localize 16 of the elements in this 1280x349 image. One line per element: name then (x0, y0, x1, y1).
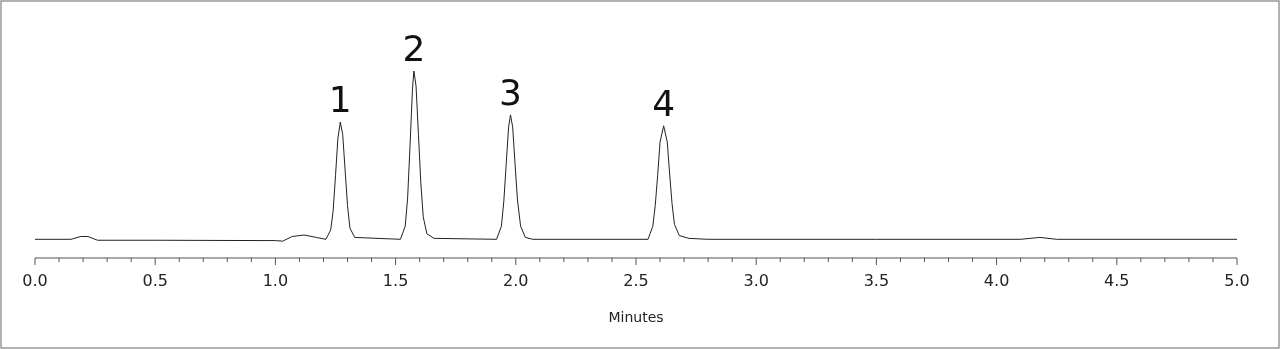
x-tick-label: 2.5 (623, 271, 649, 290)
annotation: 2 (402, 28, 426, 69)
x-tick-label: 0.5 (142, 271, 168, 290)
x-tick-label: 4.0 (983, 271, 1010, 290)
x-tick-label: 3.5 (863, 271, 890, 290)
x-tick-label: 1.5 (382, 271, 409, 290)
annotation: 3 (499, 71, 522, 113)
annotation: 4 (652, 82, 676, 124)
x-tick-label: 1.0 (262, 271, 289, 290)
x-tick-label: 3.0 (743, 271, 769, 290)
x-axis-title: Minutes (608, 309, 664, 325)
x-tick-label: 2.0 (503, 271, 529, 290)
x-tick-label: 5.0 (1224, 271, 1250, 290)
x-tick-label: 4.5 (1104, 271, 1130, 290)
x-tick-label: 0.0 (22, 271, 48, 290)
annotation: 1 (328, 79, 352, 121)
